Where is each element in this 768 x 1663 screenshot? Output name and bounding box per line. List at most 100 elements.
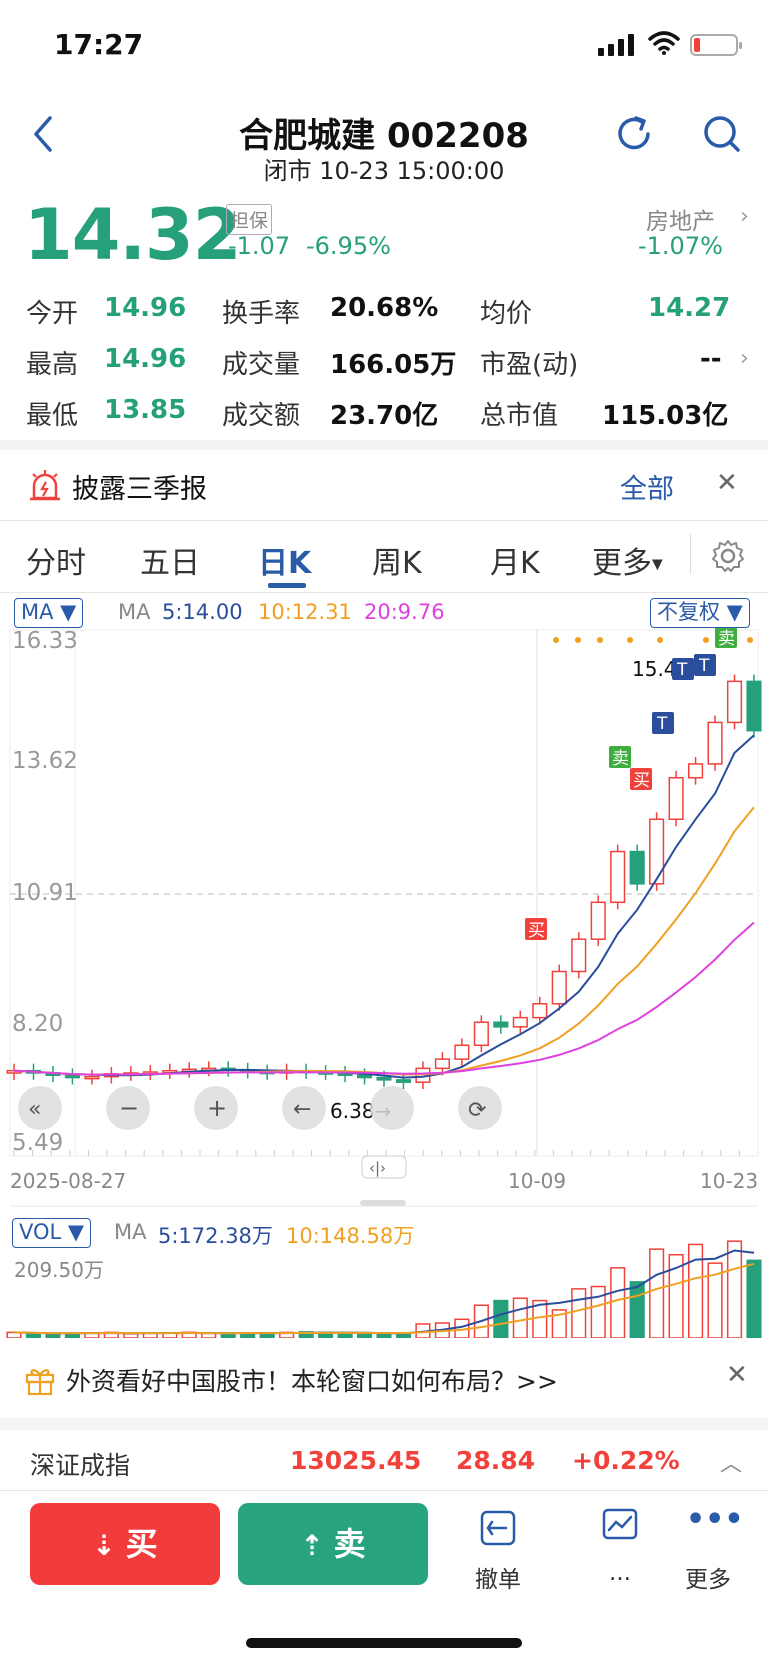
- arrow-left-icon: ←: [293, 1097, 311, 1122]
- index-change-pct: +0.22%: [572, 1446, 680, 1475]
- more-label[interactable]: 更多: [685, 1567, 731, 1593]
- rotate-button: [458, 1086, 502, 1130]
- turnover-value: 20.68%: [330, 293, 439, 323]
- search-icon[interactable]: [700, 112, 744, 156]
- adjust-selector[interactable]: 不复权 ▼: [650, 598, 750, 628]
- stock-title: 合肥城建 002208: [239, 116, 529, 156]
- volume-bar: [376, 1333, 392, 1338]
- notice-all-link[interactable]: 全部: [620, 474, 674, 505]
- y-tick-label: 13.62: [12, 748, 78, 774]
- drag-handle[interactable]: [361, 1155, 407, 1179]
- panel-resize-handle[interactable]: [360, 1200, 406, 1206]
- pe-label[interactable]: 市盈(动): [480, 350, 579, 380]
- candle: [532, 1003, 548, 1019]
- sector-change: -1.07%: [638, 232, 723, 260]
- ma-selector[interactable]: MA ▼: [14, 598, 84, 628]
- chevron-up-icon[interactable]: ︿: [720, 1452, 743, 1477]
- x-tick-label: 10-09: [508, 1169, 566, 1193]
- section-divider: [0, 1418, 768, 1430]
- volume-bar: [668, 1253, 684, 1338]
- back-icon[interactable]: [28, 112, 58, 156]
- buy-signal: 买: [528, 921, 545, 941]
- tab-more[interactable]: 更多▼: [592, 538, 663, 582]
- candle: [551, 970, 567, 1005]
- volume-bar: [571, 1288, 587, 1338]
- turnover-label: 换手率: [222, 299, 301, 329]
- close-icon[interactable]: ✕: [726, 1360, 748, 1390]
- gift-icon: [25, 1369, 55, 1396]
- settings-gear-icon[interactable]: [710, 538, 746, 574]
- cellular-signal-icon: [598, 34, 634, 56]
- index-change: 28.84: [456, 1446, 536, 1475]
- candle: [590, 901, 606, 940]
- volume-bar: [707, 1262, 723, 1338]
- guarantee-badge: 担保: [226, 204, 273, 235]
- x-tick-label: 10-23: [700, 1169, 758, 1193]
- volume-bar: [6, 1331, 22, 1338]
- volume-bar: [356, 1333, 373, 1338]
- adjust-selector-label: 不复权: [657, 600, 720, 624]
- rotate-icon: ⟳: [468, 1098, 486, 1123]
- chart-controls[interactable]: « − + ← ⟳: [18, 1086, 502, 1130]
- notice-text[interactable]: 披露三季报: [72, 474, 207, 505]
- candle: [64, 1074, 80, 1079]
- scroll-left-button: [282, 1086, 326, 1130]
- status-time: 17:27: [54, 28, 144, 61]
- double-chevron-left-icon: «: [28, 1097, 41, 1122]
- volume-bar: [726, 1240, 743, 1338]
- promo-banner-text[interactable]: 外资看好中国股市！本轮窗口如何布局？>>: [66, 1367, 558, 1396]
- chevron-right-icon[interactable]: ›: [740, 346, 749, 371]
- volume-label: 成交量: [222, 350, 301, 380]
- tool-label-dots[interactable]: ...: [609, 1560, 631, 1586]
- vol-selector[interactable]: VOL ▼: [12, 1218, 92, 1248]
- cancel-order-icon[interactable]: [478, 1508, 518, 1548]
- refresh-icon[interactable]: [612, 112, 656, 156]
- y-tick-label: 10.91: [12, 880, 78, 906]
- sector-name[interactable]: 房地产: [646, 209, 715, 235]
- sell-arrow-icon: ⇡: [300, 1529, 334, 1562]
- signal-markers: 买 买 卖 卖 T T T: [525, 628, 737, 941]
- buy-signal: 买: [633, 771, 650, 791]
- divider: [0, 592, 768, 593]
- tab-five-day[interactable]: 五日: [140, 546, 200, 581]
- amount-label: 成交额: [222, 401, 301, 431]
- index-name[interactable]: 深证成指: [30, 1451, 131, 1480]
- more-icon[interactable]: •••: [686, 1502, 744, 1537]
- t-signal: T: [698, 656, 710, 676]
- chevron-right-icon[interactable]: ›: [740, 204, 749, 229]
- candle: [610, 850, 626, 904]
- ma5-value: 5:14.00: [162, 600, 243, 624]
- candle: [356, 1074, 373, 1079]
- price-change-pct: -6.95%: [306, 232, 391, 260]
- candle: [707, 721, 723, 765]
- avg-value: 14.27: [648, 293, 731, 323]
- home-indicator: [246, 1638, 522, 1648]
- avg-label: 均价: [480, 299, 533, 329]
- drag-handle-icon: ‹|›: [369, 1159, 386, 1177]
- tab-daily-k[interactable]: 日K: [258, 546, 312, 581]
- alarm-icon: [30, 470, 60, 501]
- kline-chart[interactable]: 16.33 13.62 10.91 8.20 5.49 2025-08-27 1…: [0, 628, 768, 1338]
- signal-dots: [553, 637, 753, 643]
- volume-value: 166.05万: [330, 350, 457, 380]
- cancel-order-label[interactable]: 撤单: [475, 1567, 521, 1593]
- mcap-value: 115.03亿: [602, 401, 729, 431]
- tab-intraday[interactable]: 分时: [26, 546, 86, 581]
- volume-bar: [25, 1332, 42, 1338]
- candle: [668, 777, 684, 821]
- ma20-line: [13, 921, 755, 1076]
- chart-analysis-icon[interactable]: [600, 1506, 640, 1546]
- candle: [84, 1075, 100, 1080]
- sell-button[interactable]: ⇡ 卖: [238, 1503, 428, 1585]
- volume-bar: [590, 1285, 606, 1338]
- close-icon[interactable]: ✕: [716, 468, 738, 498]
- sell-button-label: 卖: [333, 1525, 366, 1563]
- tab-monthly-k[interactable]: 月K: [490, 546, 540, 581]
- amount-value: 23.70亿: [330, 401, 439, 431]
- candle: [473, 1021, 489, 1047]
- buy-button[interactable]: ⇣ 买: [30, 1503, 220, 1585]
- tab-separator: [690, 534, 691, 574]
- active-tab-indicator: [268, 583, 306, 588]
- tab-weekly-k[interactable]: 周K: [372, 546, 422, 581]
- open-label: 今开: [26, 299, 79, 329]
